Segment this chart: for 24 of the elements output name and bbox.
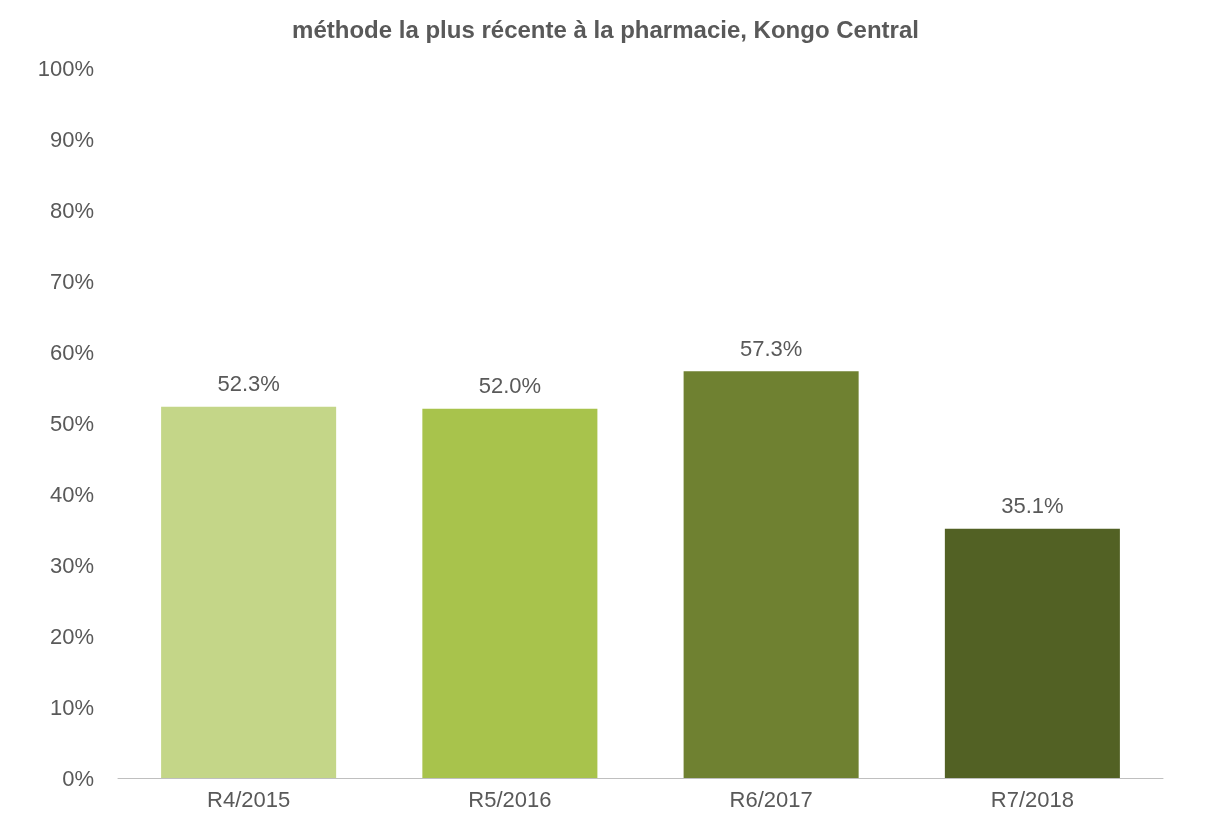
data-label: 35.1%: [1001, 493, 1064, 519]
y-tick-label: 80%: [49, 197, 94, 223]
x-tick-label: R5/2016: [468, 786, 552, 812]
x-tick-label: R6/2017: [729, 786, 813, 812]
bar: [683, 371, 859, 778]
y-tick-label: 70%: [49, 268, 94, 294]
data-label: 57.3%: [739, 335, 803, 361]
bar: [944, 528, 1120, 778]
y-tick-label: 60%: [49, 339, 94, 365]
x-tick-label: R7/2018: [990, 786, 1074, 812]
y-tick-label: 30%: [49, 552, 94, 578]
data-label: 52.3%: [217, 371, 280, 397]
x-tick-label: R4/2015: [207, 786, 291, 812]
y-tick-label: 0%: [62, 765, 94, 791]
y-tick-label: 100%: [37, 55, 94, 81]
y-tick-label: 10%: [49, 694, 94, 720]
y-tick-label: 40%: [49, 481, 94, 507]
bar: [161, 406, 337, 778]
chart-title: méthode la plus récente à la pharmacie, Kongo Central: [292, 15, 919, 43]
bar: [422, 408, 598, 778]
y-tick-label: 90%: [49, 126, 94, 152]
data-label: 52.0%: [478, 373, 542, 399]
y-tick-label: 50%: [49, 410, 94, 436]
y-tick-label: 20%: [49, 623, 94, 649]
